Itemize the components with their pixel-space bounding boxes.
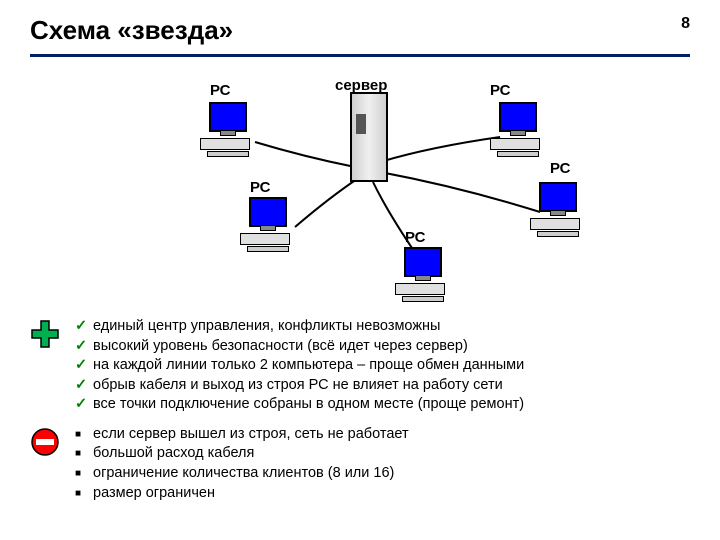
square-icon: ■ <box>75 484 93 503</box>
list-item-text: большой расход кабеля <box>93 444 254 464</box>
pc-node <box>530 182 585 232</box>
server-label: сервер <box>335 77 387 94</box>
pc-node <box>240 197 295 247</box>
list-item: ✓высокий уровень безопасности (всё идет … <box>75 337 524 357</box>
pc-label: РС <box>405 229 425 246</box>
cons-list: ■если сервер вышел из строя, сеть не раб… <box>75 425 409 503</box>
list-item-text: на каждой линии только 2 компьютера – пр… <box>93 356 524 376</box>
list-item: ✓обрыв кабеля и выход из строя РС не вли… <box>75 376 524 396</box>
list-item: ✓все точки подключение собраны в одном м… <box>75 395 524 415</box>
pros-list: ✓единый центр управления, конфликты нево… <box>75 317 524 415</box>
page-title: Схема «звезда» <box>30 15 690 46</box>
page-number: 8 <box>681 15 690 33</box>
cable <box>295 177 360 227</box>
square-icon: ■ <box>75 425 93 444</box>
list-item-text: высокий уровень безопасности (всё идет ч… <box>93 337 468 357</box>
check-icon: ✓ <box>75 337 93 357</box>
list-item-text: единый центр управления, конфликты невоз… <box>93 317 440 337</box>
list-item: ■большой расход кабеля <box>75 444 409 464</box>
pc-label: РС <box>250 179 270 196</box>
square-icon: ■ <box>75 464 93 483</box>
list-item: ✓на каждой линии только 2 компьютера – п… <box>75 356 524 376</box>
list-item: ■ограничение количества клиентов (8 или … <box>75 464 409 484</box>
list-item: ✓единый центр управления, конфликты нево… <box>75 317 524 337</box>
pc-node <box>200 102 255 152</box>
star-topology-diagram: сервер РС РС РС РС РС <box>80 67 640 307</box>
server-node <box>350 92 388 182</box>
pc-label: РС <box>210 82 230 99</box>
minus-icon <box>30 427 60 457</box>
list-item: ■если сервер вышел из строя, сеть не раб… <box>75 425 409 445</box>
list-item-text: все точки подключение собраны в одном ме… <box>93 395 524 415</box>
check-icon: ✓ <box>75 395 93 415</box>
pc-label: РС <box>550 160 570 177</box>
pc-node <box>490 102 545 152</box>
pc-label: РС <box>490 82 510 99</box>
pros-block: ✓единый центр управления, конфликты нево… <box>30 317 690 415</box>
pc-node <box>395 247 450 297</box>
list-item-text: обрыв кабеля и выход из строя РС не влия… <box>93 376 503 396</box>
check-icon: ✓ <box>75 317 93 337</box>
check-icon: ✓ <box>75 356 93 376</box>
list-item: ■размер ограничен <box>75 484 409 504</box>
square-icon: ■ <box>75 444 93 463</box>
plus-icon <box>30 319 60 349</box>
cable <box>255 142 355 167</box>
cable <box>380 137 500 162</box>
list-item-text: если сервер вышел из строя, сеть не рабо… <box>93 425 409 445</box>
cable <box>380 172 540 212</box>
list-item-text: размер ограничен <box>93 484 215 504</box>
cons-block: ■если сервер вышел из строя, сеть не раб… <box>30 425 690 503</box>
check-icon: ✓ <box>75 376 93 396</box>
lists-section: ✓единый центр управления, конфликты нево… <box>30 317 690 503</box>
header: Схема «звезда» <box>30 15 690 57</box>
list-item-text: ограничение количества клиентов (8 или 1… <box>93 464 394 484</box>
